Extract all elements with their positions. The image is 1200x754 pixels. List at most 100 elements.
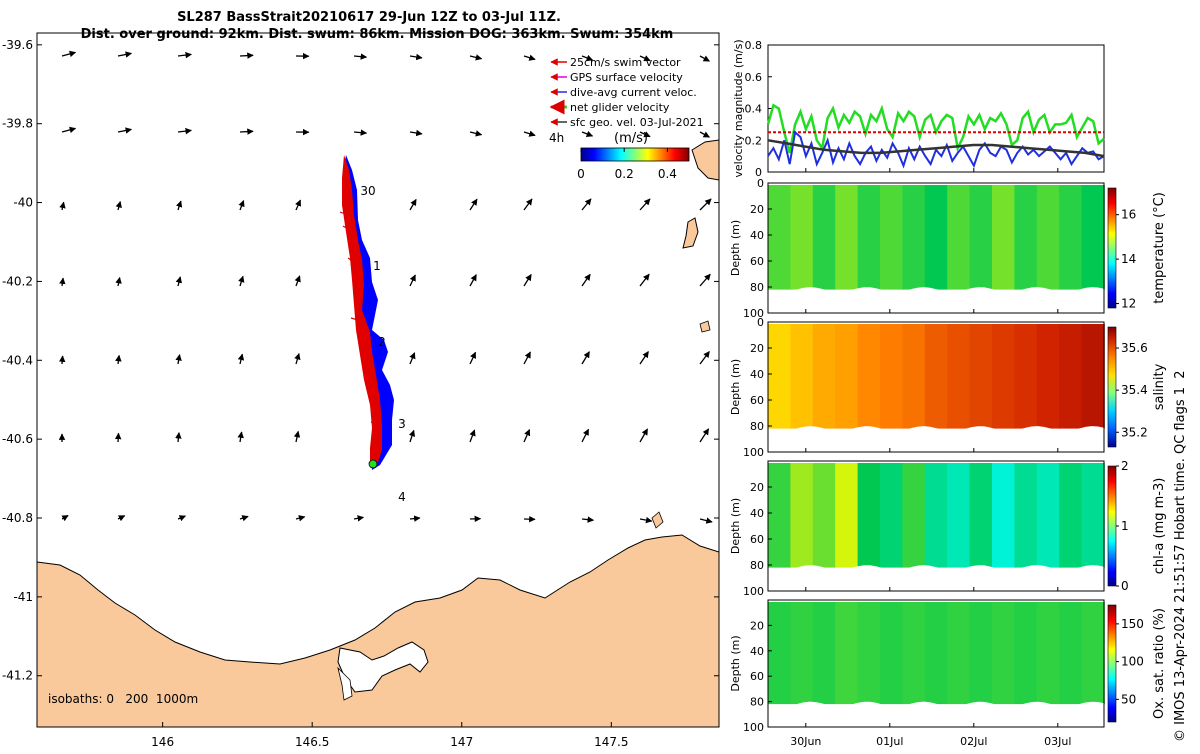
depth-tick: 20 <box>750 481 764 494</box>
date-tick-label: 03Jul <box>1044 735 1071 748</box>
colorbar-label: (m/s) <box>614 131 648 146</box>
section-cell <box>902 463 925 568</box>
depth-tick: 100 <box>743 446 764 459</box>
section-cell <box>1059 324 1082 429</box>
depth-tick: 60 <box>750 394 764 407</box>
vel-ytick: 0.2 <box>745 134 763 147</box>
section-cell <box>1037 185 1060 290</box>
date-tick-label: 01Jul <box>876 735 903 748</box>
colorbar-tick: 35.6 <box>1121 341 1148 355</box>
day-label: 3 <box>398 417 406 431</box>
section-cell <box>813 324 836 429</box>
depth-tick: 100 <box>743 585 764 598</box>
lat-tick-label: -40.6 <box>2 432 33 446</box>
section-cell <box>1014 324 1037 429</box>
depth-label: Depth (m) <box>729 359 742 415</box>
depth-tick: 0 <box>757 316 764 329</box>
section-cell <box>1059 602 1082 704</box>
section-colorbar <box>1108 466 1116 586</box>
day-label: 1 <box>373 259 381 273</box>
section-cell <box>1082 324 1105 429</box>
depth-label: Depth (m) <box>729 498 742 554</box>
lat-tick-label: -40.4 <box>2 353 33 367</box>
section-cell <box>1059 463 1082 568</box>
vector-time-label: 4h <box>549 131 564 145</box>
section-cell <box>902 185 925 290</box>
section-cell <box>768 463 791 568</box>
depth-tick: 60 <box>750 670 764 683</box>
depth-label: Depth (m) <box>729 220 742 276</box>
section-cell <box>790 463 813 568</box>
section-cell <box>925 463 948 568</box>
section-cell <box>858 463 881 568</box>
date-axis: 30Jun 01Jul 02Jul 03Jul <box>790 735 1071 748</box>
section-cell <box>1059 185 1082 290</box>
lon-tick-label: 146 <box>151 735 174 749</box>
colorbar-tick: 0 <box>577 167 585 181</box>
section-cell <box>790 324 813 429</box>
legend-entry: 25cm/s swim vector <box>570 56 681 69</box>
date-tick-label: 02Jul <box>960 735 987 748</box>
vector-arrow <box>118 433 119 442</box>
section-cell <box>835 324 858 429</box>
vector-arrow <box>240 131 253 132</box>
legend-entry: net glider velocity <box>570 101 670 114</box>
depth-tick: 20 <box>750 619 764 632</box>
vel-ytick: 0.8 <box>745 39 763 52</box>
section-cell <box>813 602 836 704</box>
colorbar-tick: 0.2 <box>615 167 634 181</box>
legend-entry: GPS surface velocity <box>570 71 683 84</box>
colorbar-label: chl-a (mg m-3) <box>1152 478 1167 575</box>
colorbar-label: temperature (°C) <box>1152 192 1167 304</box>
figure-title-line2: Dist. over ground: 92km. Dist. swum: 86k… <box>81 27 674 42</box>
section-cell <box>1082 602 1105 704</box>
date-tick-label: 30Jun <box>790 735 821 748</box>
depth-tick: 80 <box>750 281 764 294</box>
section-cell <box>1037 602 1060 704</box>
section-cell <box>947 324 970 429</box>
colorbar-tick: 0 <box>1121 579 1129 593</box>
figure-title-line1: SL287 BassStrait20210617 29-Jun 12Z to 0… <box>177 10 561 25</box>
section-cell <box>1037 324 1060 429</box>
lat-tick-label: -41.2 <box>2 669 33 683</box>
legend-entry: dive-avg current veloc. <box>570 86 697 99</box>
depth-tick: 0 <box>757 177 764 190</box>
colorbar-tick: 0.4 <box>658 167 677 181</box>
section-cell <box>790 602 813 704</box>
section-cell <box>925 602 948 704</box>
section-cell <box>947 463 970 568</box>
section-cell <box>768 324 791 429</box>
section-cell <box>813 463 836 568</box>
section-cell <box>902 324 925 429</box>
section-cell <box>880 185 903 290</box>
depth-tick: 80 <box>750 420 764 433</box>
depth-tick: 40 <box>750 229 764 242</box>
section-cell <box>768 185 791 290</box>
depth-tick: 40 <box>750 368 764 381</box>
section-cell <box>835 185 858 290</box>
colorbar-tick: 100 <box>1121 655 1144 669</box>
depth-label: Depth (m) <box>729 635 742 691</box>
section-cell <box>880 324 903 429</box>
lat-tick-label: -39.6 <box>2 38 33 52</box>
section-cell <box>970 324 993 429</box>
section-cell <box>970 463 993 568</box>
section-cell <box>1014 602 1037 704</box>
section-cell <box>1014 185 1037 290</box>
vel-ytick: 0.6 <box>745 71 763 84</box>
depth-tick: 80 <box>750 559 764 572</box>
colorbar-tick: 35.4 <box>1121 383 1148 397</box>
depth-tick: 40 <box>750 507 764 520</box>
section-cell <box>902 602 925 704</box>
colorbar-label: Ox. sat. ratio (%) <box>1152 608 1167 719</box>
lon-tick-label: 146.5 <box>295 735 329 749</box>
section-cell <box>835 463 858 568</box>
section-cell <box>992 324 1015 429</box>
colorbar-label: salinity <box>1152 363 1167 410</box>
colorbar-tick: 16 <box>1121 208 1136 222</box>
section-cell <box>992 463 1015 568</box>
